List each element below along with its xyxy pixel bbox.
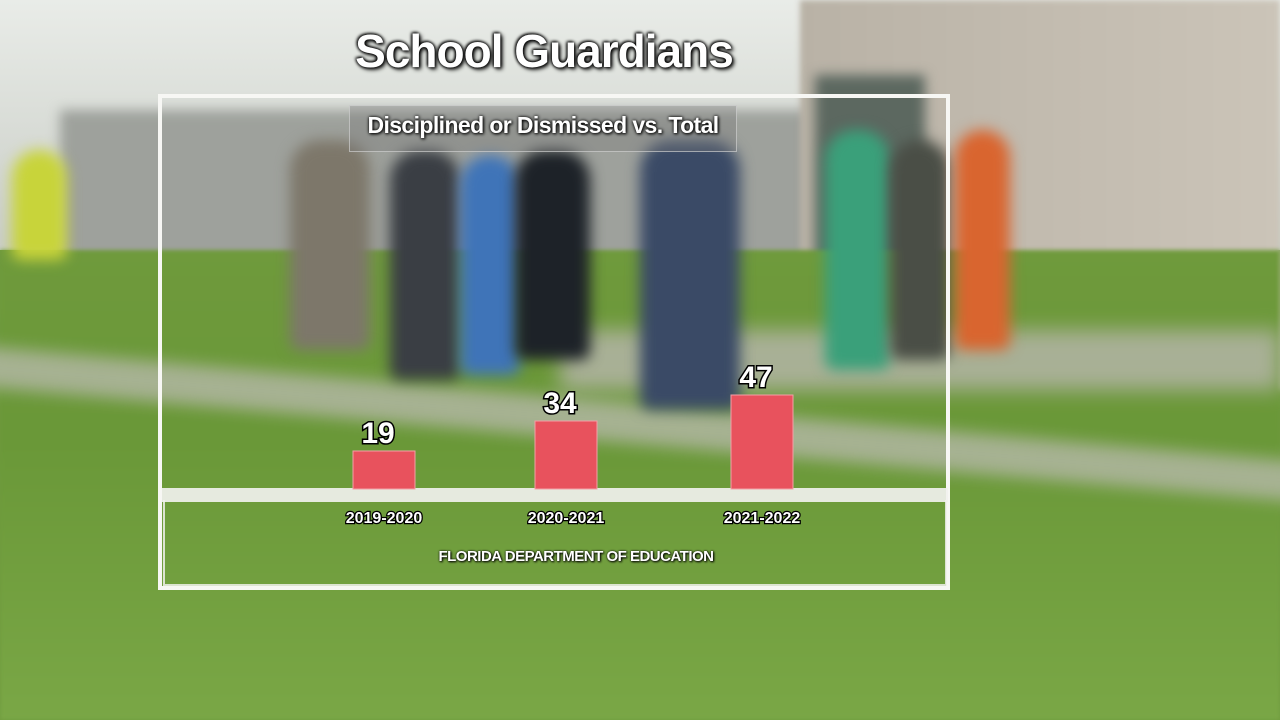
chart-frame <box>158 94 950 590</box>
category-label-2021-2022: 2021-2022 <box>724 510 801 527</box>
chart-subtitle: Disciplined or Dismissed vs. Total <box>367 112 719 138</box>
bar-2019-2020 <box>352 450 416 490</box>
chart-title: School Guardians <box>355 25 734 77</box>
category-label-2020-2021: 2020-2021 <box>528 510 605 527</box>
baseline-bar <box>162 488 948 502</box>
source-panel <box>163 500 947 586</box>
data-label-2021-2022: 47 <box>739 361 772 394</box>
subtitle-box <box>349 105 737 152</box>
data-label-2020-2021: 34 <box>543 387 577 420</box>
chart-source: FLORIDA DEPARTMENT OF EDUCATION <box>438 548 714 565</box>
bar-2021-2022 <box>730 394 794 490</box>
data-label-2019-2020: 19 <box>361 417 394 450</box>
bar-2020-2021 <box>534 420 598 490</box>
category-label-2019-2020: 2019-2020 <box>346 510 423 527</box>
